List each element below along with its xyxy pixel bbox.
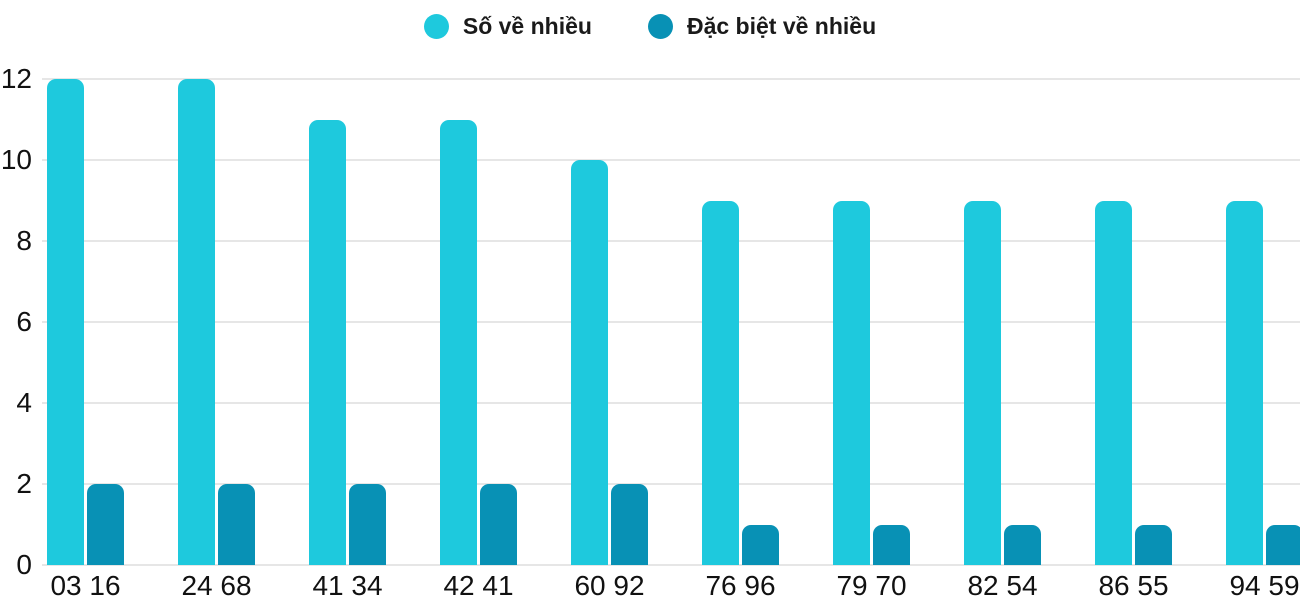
x-axis-label: 94 59 xyxy=(1229,570,1300,600)
x-axis-label: 24 68 xyxy=(181,570,252,600)
bar-dac-biet-ve-nhieu xyxy=(1266,524,1300,565)
bar-dac-biet-ve-nhieu xyxy=(1004,524,1041,565)
y-axis-tick-label: 12 xyxy=(0,63,32,94)
y-axis-tick-label: 10 xyxy=(0,144,32,175)
y-axis-tick-label: 2 xyxy=(16,468,32,499)
bar-so-ve-nhieu xyxy=(964,200,1001,565)
gridline xyxy=(42,564,1300,566)
gridline xyxy=(42,483,1300,485)
x-axis-label: 76 96 xyxy=(705,570,776,600)
bar-so-ve-nhieu xyxy=(47,79,84,565)
bar-dac-biet-ve-nhieu xyxy=(873,524,910,565)
x-axis-label: 60 92 xyxy=(574,570,645,600)
y-axis-tick-label: 4 xyxy=(16,387,32,418)
bar-so-ve-nhieu xyxy=(833,200,870,565)
y-axis-tick-label: 8 xyxy=(16,225,32,256)
x-axis-label: 82 54 xyxy=(967,570,1038,600)
legend-item-dac-biet-ve-nhieu[interactable]: Đặc biệt về nhiều xyxy=(647,12,877,40)
y-axis-tick-label: 0 xyxy=(16,549,32,580)
bar-dac-biet-ve-nhieu xyxy=(349,484,386,565)
bar-so-ve-nhieu xyxy=(1226,200,1263,565)
x-axis-label: 41 34 xyxy=(312,570,383,600)
bar-dac-biet-ve-nhieu xyxy=(611,484,648,565)
bar-so-ve-nhieu xyxy=(440,119,477,565)
x-axis-label: 86 55 xyxy=(1098,570,1169,600)
x-axis-label: 03 16 xyxy=(50,570,121,600)
x-axis-label: 79 70 xyxy=(836,570,907,600)
bar-so-ve-nhieu xyxy=(702,200,739,565)
y-axis-tick-label: 6 xyxy=(16,306,32,337)
x-axis-label: 42 41 xyxy=(443,570,514,600)
bar-dac-biet-ve-nhieu xyxy=(218,484,255,565)
legend-swatch-so-ve-nhieu-icon xyxy=(423,13,449,39)
chart-legend: Số về nhiều Đặc biệt về nhiều xyxy=(0,0,1300,52)
bar-dac-biet-ve-nhieu xyxy=(1135,524,1172,565)
gridline xyxy=(42,240,1300,242)
bar-so-ve-nhieu xyxy=(571,160,608,565)
gridline xyxy=(42,402,1300,404)
legend-label-dac-biet-ve-nhieu: Đặc biệt về nhiều xyxy=(686,12,877,39)
gridline xyxy=(42,78,1300,80)
legend-label-so-ve-nhieu: Số về nhiều xyxy=(462,12,592,39)
bar-so-ve-nhieu xyxy=(309,119,346,565)
bar-dac-biet-ve-nhieu xyxy=(480,484,517,565)
gridline xyxy=(42,321,1300,323)
bar-dac-biet-ve-nhieu xyxy=(742,524,779,565)
bar-so-ve-nhieu xyxy=(1095,200,1132,565)
legend-swatch-dac-biet-ve-nhieu-icon xyxy=(647,13,673,39)
bar-dac-biet-ve-nhieu xyxy=(87,484,124,565)
gridline xyxy=(42,159,1300,161)
legend-item-so-ve-nhieu[interactable]: Số về nhiều xyxy=(423,12,592,40)
bar-so-ve-nhieu xyxy=(178,79,215,565)
